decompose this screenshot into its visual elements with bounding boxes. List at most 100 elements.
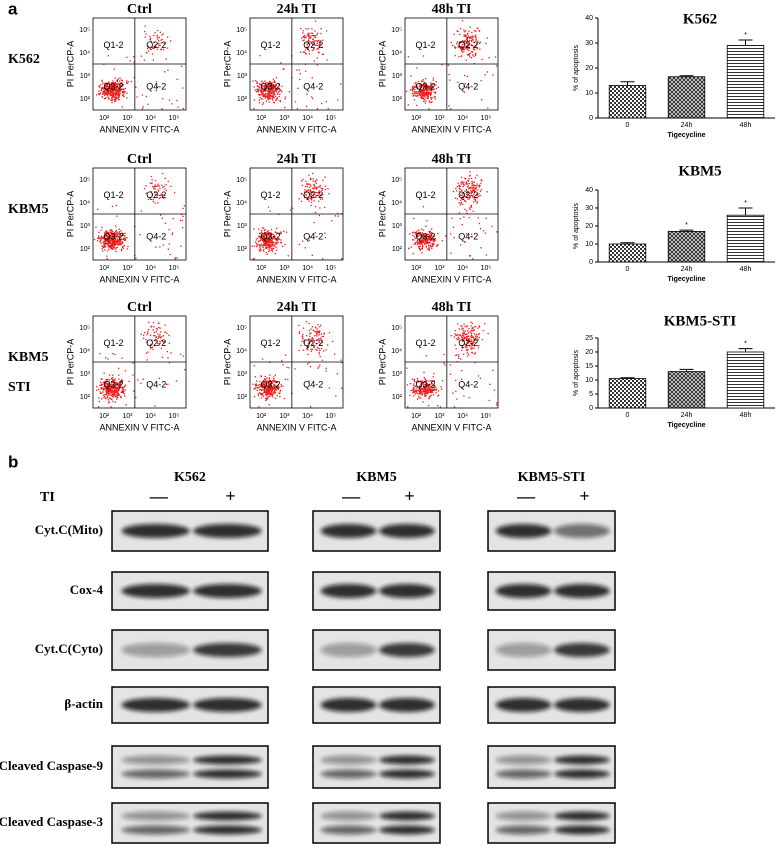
quadrant-label: Q4-2 xyxy=(458,379,478,389)
event-dot xyxy=(321,188,322,189)
event-dot xyxy=(472,37,473,38)
scatter-plot xyxy=(252,321,342,408)
event-dot xyxy=(98,232,99,233)
y-tick-label: 10⁴ xyxy=(391,50,402,57)
event-dot xyxy=(280,242,281,243)
event-dot xyxy=(112,394,113,395)
event-dot xyxy=(457,334,458,335)
event-dot xyxy=(450,233,451,234)
band xyxy=(554,584,610,598)
event-dot xyxy=(407,406,408,407)
event-dot xyxy=(124,238,125,239)
event-dot xyxy=(496,65,497,66)
event-dot xyxy=(257,244,258,245)
event-dot xyxy=(125,240,126,241)
event-dot xyxy=(121,397,122,398)
event-dot xyxy=(463,395,464,396)
quadrant-label: Q3-2 xyxy=(103,231,123,241)
event-dot xyxy=(169,229,170,230)
event-dot xyxy=(471,57,472,58)
event-dot xyxy=(436,88,437,89)
event-dot xyxy=(413,383,414,384)
band xyxy=(496,524,552,538)
row-label: Cyt.C(Cyto) xyxy=(35,641,103,656)
event-dot xyxy=(136,96,137,97)
error-bar xyxy=(739,208,753,215)
quadrant-label: Q3-2 xyxy=(260,81,280,91)
event-dot xyxy=(415,393,416,394)
event-dot xyxy=(409,395,410,396)
event-dot xyxy=(162,218,163,219)
event-dot xyxy=(477,327,478,328)
event-dot xyxy=(423,55,424,56)
band xyxy=(496,698,552,712)
y-tick-label: 30 xyxy=(585,205,593,212)
event-dot xyxy=(313,185,314,186)
event-dot xyxy=(180,246,181,247)
event-dot xyxy=(302,334,303,335)
event-dot xyxy=(310,205,311,206)
event-dot xyxy=(114,354,115,355)
event-dot xyxy=(163,245,164,246)
event-dot xyxy=(480,182,481,183)
event-dot xyxy=(479,333,480,334)
event-dot xyxy=(267,254,268,255)
event-dot xyxy=(312,173,313,174)
event-dot xyxy=(99,401,100,402)
x-axis-label: ANNEXIN V FITC-A xyxy=(411,274,491,284)
event-dot xyxy=(155,180,156,181)
x-tick-label: 48h xyxy=(740,412,752,419)
event-dot xyxy=(152,53,153,54)
event-dot xyxy=(252,384,253,385)
event-dot xyxy=(118,95,119,96)
event-dot xyxy=(423,95,424,96)
event-dot xyxy=(254,388,255,389)
event-dot xyxy=(487,108,488,109)
event-dot xyxy=(414,93,415,94)
event-dot xyxy=(164,186,165,187)
event-dot xyxy=(272,92,273,93)
event-dot xyxy=(412,86,413,87)
event-dot xyxy=(252,80,253,81)
event-dot xyxy=(142,94,143,95)
event-dot xyxy=(98,389,99,390)
event-dot xyxy=(455,198,456,199)
band xyxy=(379,770,435,779)
event-dot xyxy=(282,364,283,365)
event-dot xyxy=(492,74,493,75)
scatter-plot xyxy=(408,171,497,259)
event-dot xyxy=(471,36,472,37)
event-dot xyxy=(108,93,109,94)
event-dot xyxy=(168,181,169,182)
event-dot xyxy=(303,36,304,37)
band xyxy=(121,698,190,712)
event-dot xyxy=(98,406,99,407)
event-dot xyxy=(460,358,461,359)
event-dot xyxy=(301,193,302,194)
event-dot xyxy=(335,215,336,216)
event-dot xyxy=(309,36,310,37)
event-dot xyxy=(469,37,470,38)
quadrant-label: Q1-2 xyxy=(415,338,435,348)
x-tick-label: 10⁵ xyxy=(169,265,180,272)
event-dot xyxy=(147,359,148,360)
event-dot xyxy=(100,240,101,241)
y-tick-label: 30 xyxy=(585,40,593,47)
plot-title: 48h TI xyxy=(432,152,472,167)
event-dot xyxy=(485,232,486,233)
event-dot xyxy=(426,246,427,247)
event-dot xyxy=(258,387,259,388)
event-dot xyxy=(462,332,463,333)
event-dot xyxy=(113,97,114,98)
event-dot xyxy=(153,326,154,327)
event-dot xyxy=(122,94,123,95)
event-dot xyxy=(148,322,149,323)
event-dot xyxy=(253,258,254,259)
event-dot xyxy=(308,200,309,201)
event-dot xyxy=(428,97,429,98)
event-dot xyxy=(100,382,101,383)
event-dot xyxy=(133,56,134,57)
event-dot xyxy=(256,243,257,244)
event-dot xyxy=(262,394,263,395)
event-dot xyxy=(468,354,469,355)
